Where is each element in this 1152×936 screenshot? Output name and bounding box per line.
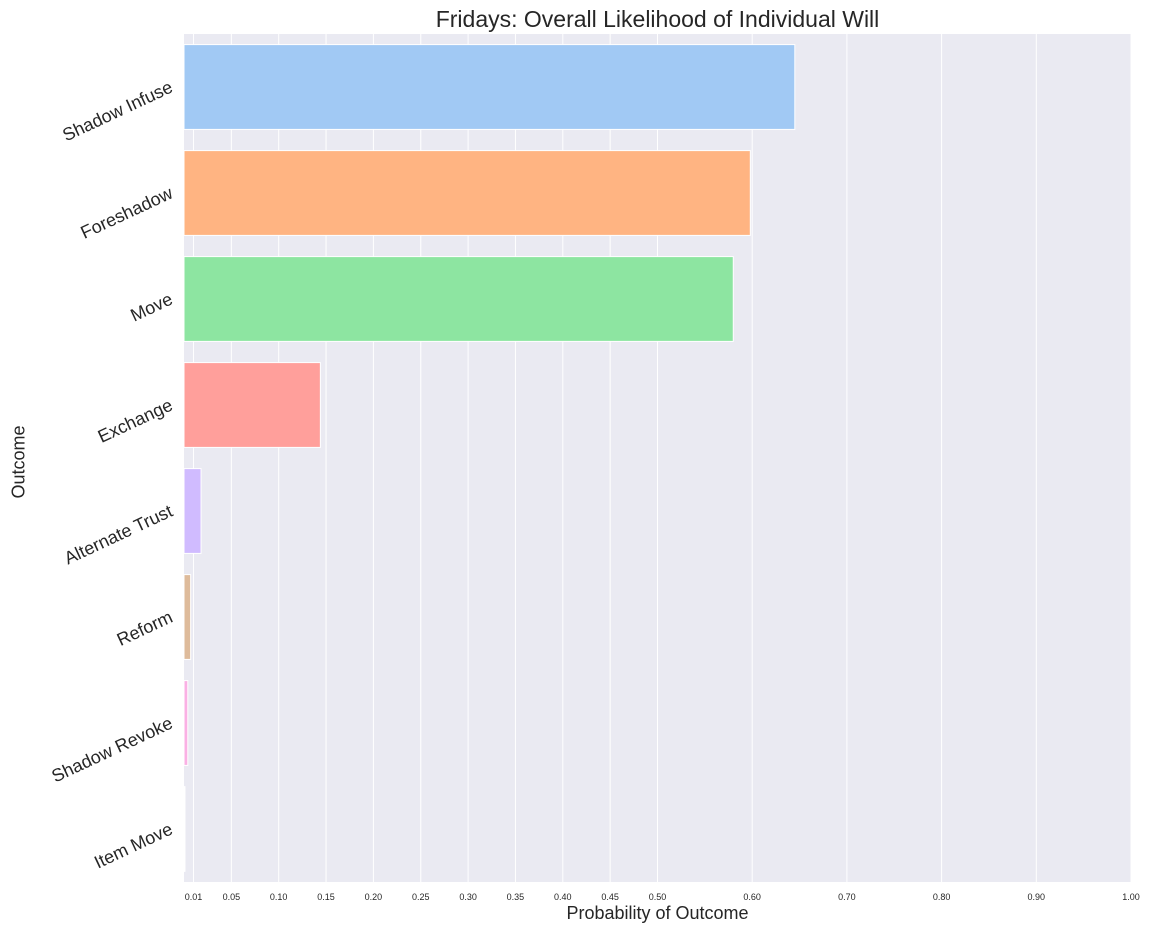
x-tick-label: 0.30 <box>459 892 477 902</box>
x-tick-label: 0.45 <box>601 892 619 902</box>
x-tick-label: 0.25 <box>412 892 430 902</box>
x-tick-label: 1.00 <box>1122 892 1140 902</box>
y-category-label: Alternate Trust <box>61 501 176 569</box>
y-category-labels: Shadow Infuse Foreshadow Move Exchange Alter… <box>48 77 176 873</box>
y-category-label: Item Move <box>91 819 176 873</box>
x-tick-label: 0.01 <box>185 892 203 902</box>
x-tick-label: 0.20 <box>365 892 383 902</box>
x-tick-label: 0.40 <box>554 892 572 902</box>
x-tick-label: 0.05 <box>223 892 241 902</box>
y-category-label: Shadow Revoke <box>48 713 175 787</box>
x-tick-label: 0.35 <box>507 892 525 902</box>
x-axis-label: Probability of Outcome <box>566 903 749 923</box>
x-tick-label: 0.50 <box>649 892 667 902</box>
bars <box>183 44 796 872</box>
bar <box>183 468 202 554</box>
y-category-label: Foreshadow <box>77 182 176 242</box>
bar <box>183 150 751 236</box>
x-tick-label: 0.70 <box>838 892 856 902</box>
y-category-label: Exchange <box>95 395 176 447</box>
bar <box>183 362 321 448</box>
x-tick-label: 0.90 <box>1028 892 1046 902</box>
x-tick-label: 0.80 <box>933 892 951 902</box>
x-tick-label: 0.10 <box>270 892 288 902</box>
y-category-label: Reform <box>114 607 176 650</box>
bar <box>183 786 186 872</box>
bar <box>183 44 796 130</box>
bar <box>183 256 734 342</box>
chart-title: Fridays: Overall Likelihood of Individua… <box>435 6 880 32</box>
y-category-label: Shadow Infuse <box>59 77 175 145</box>
bar <box>183 574 192 660</box>
x-tick-labels: 0.01 0.05 0.10 0.15 0.20 0.25 0.30 0.35 0.40 0.45… <box>185 892 1140 902</box>
x-tick-label: 0.15 <box>317 892 335 902</box>
y-category-label: Move <box>127 289 175 326</box>
x-tick-label: 0.60 <box>743 892 761 902</box>
y-axis-label: Outcome <box>8 425 29 499</box>
bar <box>183 680 189 766</box>
